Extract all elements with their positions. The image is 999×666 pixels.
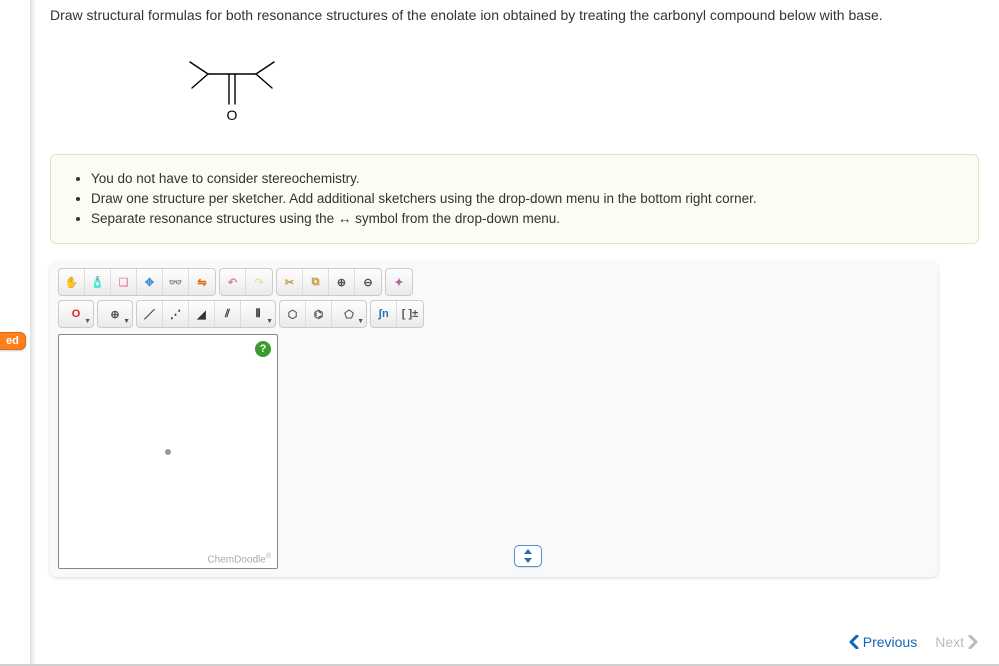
canvas-center-dot (165, 449, 171, 455)
zoom-in-icon[interactable]: ⊕ (329, 269, 355, 295)
nav-bar: Previous Next (848, 634, 979, 650)
flip-icon[interactable]: ⇋ (189, 269, 215, 295)
tool-group: ʃn[ ]± (370, 300, 424, 328)
zoom-out-icon[interactable]: ⊖ (355, 269, 381, 295)
toolbar-row-1: ✋🧴❏✥👓⇋↶↷✂⧉⊕⊖✦ (58, 268, 930, 296)
tool-group: ✋🧴❏✥👓⇋ (58, 268, 216, 296)
oxygen-label: O (227, 107, 238, 123)
sketcher-canvas[interactable]: ? ChemDoodle® (58, 334, 278, 569)
tool-group: O▼ (58, 300, 94, 328)
instruction-item: Draw one structure per sketcher. Add add… (91, 189, 960, 209)
single-bond-icon[interactable]: ／ (137, 301, 163, 327)
clean-icon[interactable]: ✦ (386, 269, 412, 295)
instructions-box: You do not have to consider stereochemis… (50, 154, 979, 245)
charge-plus-icon[interactable]: ⊕▼ (98, 301, 132, 327)
previous-button[interactable]: Previous (848, 634, 917, 650)
add-sketcher-dropdown[interactable] (514, 545, 542, 567)
chevron-left-icon (848, 635, 860, 649)
help-icon[interactable]: ? (255, 341, 271, 357)
tool-group: ⊕▼ (97, 300, 133, 328)
tool-group: ⬡⌬⬠▼ (279, 300, 367, 328)
center-icon[interactable]: ✥ (137, 269, 163, 295)
wedge-bond-icon[interactable]: ◢ (189, 301, 215, 327)
element-o[interactable]: O▼ (59, 301, 93, 327)
hexagon-icon[interactable]: ⬡ (280, 301, 306, 327)
copy-icon[interactable]: ⧉ (303, 269, 329, 295)
pentagon-icon[interactable]: ⬠▼ (332, 301, 366, 327)
tool-group: ↶↷ (219, 268, 273, 296)
bracket-icon[interactable]: [ ]± (397, 301, 423, 327)
chemdoodle-brand: ChemDoodle® (207, 553, 271, 565)
double-bond-icon[interactable]: ⫽ (215, 301, 241, 327)
tool-group: ✦ (385, 268, 413, 296)
spray-icon[interactable]: 🧴 (85, 269, 111, 295)
tool-group: ✂⧉⊕⊖ (276, 268, 382, 296)
instruction-item: Separate resonance structures using the … (91, 209, 960, 229)
instruction-item: You do not have to consider stereochemis… (91, 169, 960, 189)
benzene-icon[interactable]: ⌬ (306, 301, 332, 327)
eraser-icon[interactable]: ❏ (111, 269, 137, 295)
molecule-figure: O (50, 38, 979, 144)
redo-icon[interactable]: ↷ (246, 269, 272, 295)
cut-icon[interactable]: ✂ (277, 269, 303, 295)
next-button: Next (935, 634, 979, 650)
chain-icon[interactable]: ʃn (371, 301, 397, 327)
chemdoodle-sketcher: ✋🧴❏✥👓⇋↶↷✂⧉⊕⊖✦ O▼⊕▼／⋰◢⫽⫴▼⬡⌬⬠▼ʃn[ ]± ? Che… (50, 262, 938, 577)
undo-icon[interactable]: ↶ (220, 269, 246, 295)
toolbar-row-2: O▼⊕▼／⋰◢⫽⫴▼⬡⌬⬠▼ʃn[ ]± (58, 300, 930, 328)
question-text: Draw structural formulas for both resona… (50, 6, 979, 26)
triple-bond-icon[interactable]: ⫴▼ (241, 301, 275, 327)
dotted-bond-icon[interactable]: ⋰ (163, 301, 189, 327)
side-tab[interactable]: ed (0, 332, 26, 350)
hand-icon[interactable]: ✋ (59, 269, 85, 295)
glasses-icon[interactable]: 👓 (163, 269, 189, 295)
chevron-right-icon (967, 635, 979, 649)
tool-group: ／⋰◢⫽⫴▼ (136, 300, 276, 328)
